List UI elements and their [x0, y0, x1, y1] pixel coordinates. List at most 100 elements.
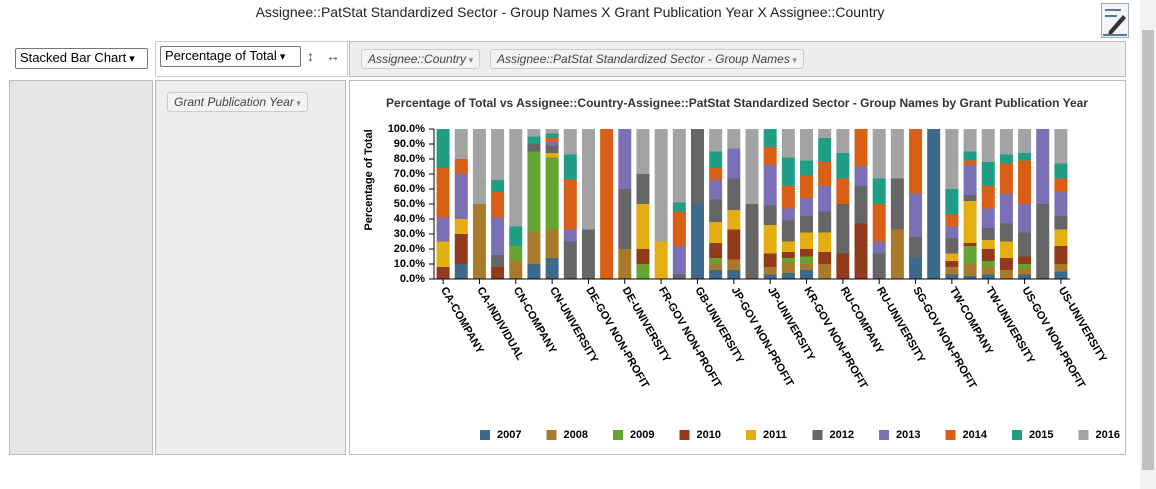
row-field[interactable]: Grant Publication Year [167, 92, 308, 112]
bar-segment [709, 129, 723, 152]
bar-segment [836, 253, 850, 279]
bar-segment [800, 175, 814, 198]
bar-segment [818, 138, 832, 162]
bar-segment [963, 160, 977, 165]
legend-swatch [1012, 430, 1022, 440]
bar-segment [781, 157, 795, 186]
row-order-toggle[interactable]: ↕ [307, 48, 314, 64]
bar-segment [563, 241, 577, 279]
bar-segment [854, 223, 868, 279]
bar-segment [818, 252, 832, 264]
bar-segment [745, 204, 759, 279]
bar-segment [563, 154, 577, 180]
bar-segment [672, 274, 686, 279]
bar-segment [781, 241, 795, 252]
bar-segment [636, 174, 650, 204]
bar-segment [563, 180, 577, 230]
bar-segment [1054, 163, 1068, 179]
bar-segment [981, 228, 995, 240]
bar-segment [745, 129, 759, 204]
bar-segment [1018, 264, 1032, 269]
bar-segment [963, 165, 977, 195]
bar-segment [890, 178, 904, 230]
bar-segment [945, 274, 959, 279]
bar-segment [654, 241, 668, 279]
bar-segment [927, 129, 941, 279]
bar-segment [763, 253, 777, 267]
bar-segment [800, 270, 814, 279]
aggregator-label: Percentage of Total [165, 48, 277, 63]
bar-segment [491, 217, 505, 255]
scrollbar[interactable] [1140, 0, 1156, 489]
bar-segment [672, 129, 686, 203]
col-field[interactable]: Assignee::Country [361, 49, 481, 69]
bar-segment [727, 129, 741, 149]
bar-segment [945, 189, 959, 215]
bar-segment [454, 174, 468, 219]
bar-segment [1054, 192, 1068, 216]
bar-segment [981, 261, 995, 267]
bar-segment [727, 178, 741, 210]
bar-segment [491, 192, 505, 218]
bar-segment [1036, 129, 1050, 204]
bar-segment [800, 216, 814, 233]
y-axis-title: Percentage of Total [363, 129, 375, 230]
bar-segment [491, 180, 505, 192]
bar-segment [781, 129, 795, 158]
bar-segment [454, 159, 468, 174]
bar-segment [836, 153, 850, 179]
col-field[interactable]: Assignee::PatStat Standardized Sector - … [490, 49, 804, 69]
bar-segment [1018, 232, 1032, 257]
bar-segment [836, 204, 850, 254]
bar-segment [1018, 274, 1032, 279]
bar-segment [800, 232, 814, 249]
icon-pen [1108, 15, 1126, 35]
bar-segment [1054, 178, 1068, 192]
bar-segment [909, 237, 923, 258]
icon-line [1105, 15, 1117, 17]
bar-segment [527, 136, 541, 144]
bar-segment [472, 204, 486, 279]
bar-segment [509, 246, 523, 261]
bar-segment [1054, 271, 1068, 279]
bar-segment [909, 193, 923, 237]
y-tick-label: 90.0% [394, 138, 425, 150]
bar-segment [618, 129, 632, 189]
bar-segment [545, 133, 559, 138]
scrollbar-thumb[interactable] [1142, 30, 1154, 470]
y-tick-label: 70.0% [394, 168, 425, 180]
col-fields-area: Assignee::Country Assignee::PatStat Stan… [349, 41, 1126, 77]
x-tick-label: DE-GOV NON-PROFIT [583, 285, 651, 391]
renderer-select[interactable]: Stacked Bar Chart [15, 48, 148, 69]
legend-swatch [546, 430, 557, 440]
col-order-toggle[interactable]: ↔ [326, 48, 340, 64]
bar-segment [963, 151, 977, 161]
bar-segment [1018, 204, 1032, 233]
bar-segment [545, 157, 559, 230]
bar-segment [763, 129, 777, 147]
bar-segment [763, 267, 777, 275]
y-tick-label: 40.0% [394, 213, 425, 225]
bar-segment [454, 234, 468, 264]
bar-segment [436, 217, 450, 242]
bar-segment [818, 211, 832, 233]
bar-segment [1018, 256, 1032, 264]
bar-segment [509, 226, 523, 246]
bar-segment [909, 129, 923, 194]
x-tick-label: US-GOV NON-PROFIT [1019, 285, 1087, 391]
bar-segment [436, 168, 450, 218]
bar-segment [636, 129, 650, 174]
aggregator-select[interactable]: Percentage of Total [160, 46, 301, 67]
bar-segment [981, 186, 995, 209]
legend-label: 2016 [1096, 429, 1120, 441]
unused-fields-area [9, 80, 153, 455]
edit-icon[interactable] [1101, 3, 1129, 38]
bar-segment [999, 193, 1013, 224]
bar-segment [727, 148, 741, 179]
bar-segment [763, 165, 777, 206]
y-tick-label: 30.0% [394, 228, 425, 240]
bar-segment [709, 151, 723, 168]
bar-segment [999, 163, 1013, 194]
bar-segment [781, 258, 795, 263]
bar-segment [909, 258, 923, 279]
